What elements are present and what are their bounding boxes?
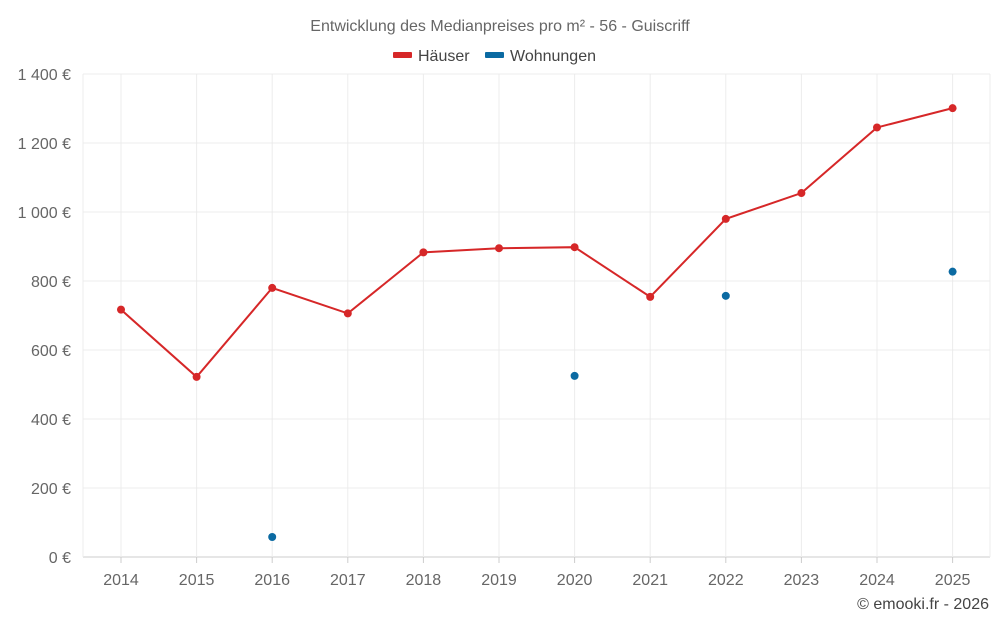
y-tick-label: 1 200 € bbox=[18, 136, 71, 153]
y-tick-label: 400 € bbox=[31, 412, 71, 429]
x-tick-label: 2022 bbox=[708, 572, 744, 589]
credit-text[interactable]: © emooki.fr - 2026 bbox=[857, 596, 989, 613]
x-tick-label: 2014 bbox=[103, 572, 139, 589]
data-point-haeuser[interactable] bbox=[419, 248, 428, 257]
legend-swatch bbox=[393, 52, 412, 58]
data-point-haeuser[interactable] bbox=[646, 292, 655, 301]
legend-swatch bbox=[485, 52, 504, 58]
x-tick-label: 2020 bbox=[557, 572, 593, 589]
x-tick-label: 2017 bbox=[330, 572, 366, 589]
x-axis: 2014 2015 2016 2017 2018 2019 2020 2021 2022 2023… bbox=[103, 557, 970, 589]
x-tick-label: 2018 bbox=[406, 572, 442, 589]
series-line-haeuser bbox=[120, 107, 953, 379]
x-tick-label: 2019 bbox=[481, 572, 517, 589]
data-point-haeuser[interactable] bbox=[192, 372, 201, 381]
y-tick-label: 1 000 € bbox=[18, 205, 71, 222]
data-point-haeuser[interactable] bbox=[343, 309, 352, 318]
x-tick-label: 2021 bbox=[632, 572, 668, 589]
y-tick-label: 600 € bbox=[31, 343, 71, 360]
x-tick-label: 2015 bbox=[179, 572, 215, 589]
x-tick-label: 2024 bbox=[859, 572, 895, 589]
data-point-wohnungen[interactable] bbox=[268, 532, 277, 541]
legend-item-haeuser[interactable]: Häuser bbox=[393, 48, 470, 65]
data-point-haeuser[interactable] bbox=[495, 244, 503, 253]
legend-item-wohnungen[interactable]: Wohnungen bbox=[485, 48, 596, 65]
chart-title: Entwicklung des Medianpreises pro m² - 5… bbox=[310, 18, 690, 35]
y-tick-label: 800 € bbox=[31, 274, 71, 291]
data-point-haeuser[interactable] bbox=[721, 214, 730, 223]
data-point-haeuser[interactable] bbox=[570, 243, 579, 252]
data-point-wohnungen[interactable] bbox=[721, 291, 730, 300]
x-tick-label: 2025 bbox=[935, 572, 971, 589]
legend-label: Häuser bbox=[418, 48, 470, 65]
data-point-wohnungen[interactable] bbox=[948, 267, 957, 276]
x-tick-label: 2016 bbox=[254, 572, 290, 589]
x-tick-label: 2023 bbox=[784, 572, 820, 589]
data-point-haeuser[interactable] bbox=[268, 283, 277, 292]
data-point-haeuser[interactable] bbox=[948, 104, 957, 113]
legend-label: Wohnungen bbox=[510, 48, 596, 65]
chart-legend: Häuser Wohnungen bbox=[393, 48, 596, 65]
y-axis: 0 € 200 € 400 € 600 € 800 € 1 000 € 1 200 € 1 4… bbox=[18, 67, 71, 567]
series-layer bbox=[117, 104, 957, 541]
data-point-haeuser[interactable] bbox=[873, 123, 881, 132]
y-tick-label: 0 € bbox=[49, 550, 71, 567]
y-tick-label: 200 € bbox=[31, 481, 71, 498]
y-tick-label: 1 400 € bbox=[18, 67, 71, 84]
data-point-haeuser[interactable] bbox=[797, 189, 806, 198]
data-point-haeuser[interactable] bbox=[117, 305, 125, 314]
data-point-wohnungen[interactable] bbox=[570, 371, 579, 380]
